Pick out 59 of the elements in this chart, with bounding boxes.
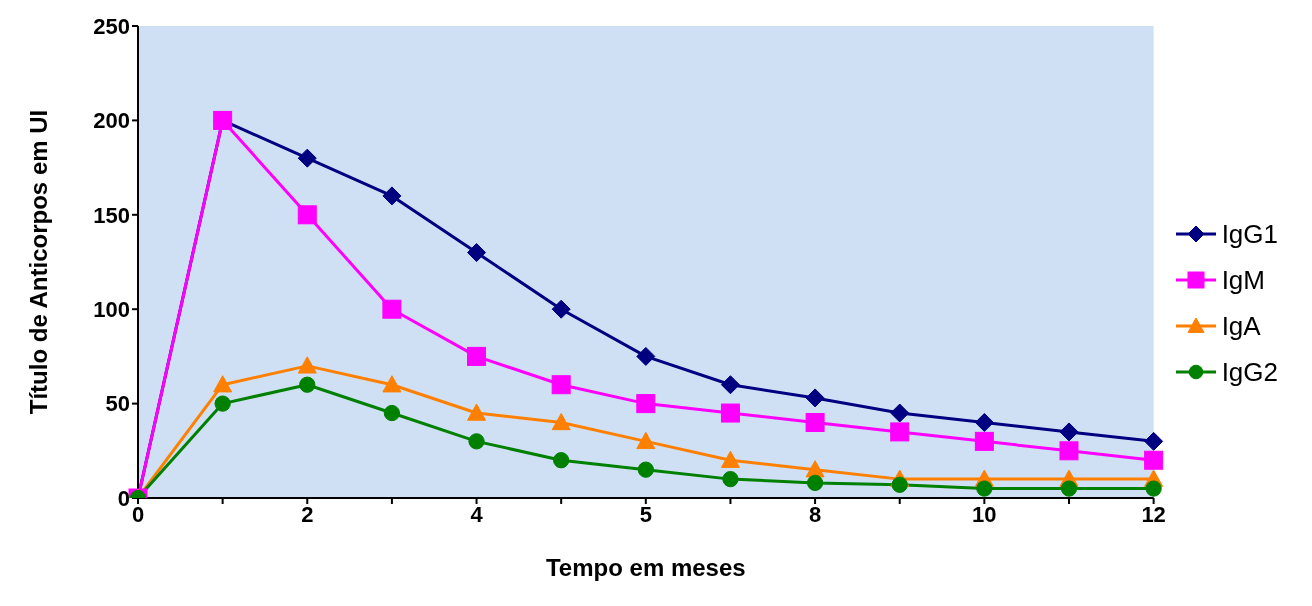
point — [720, 450, 740, 468]
point — [806, 474, 824, 492]
point — [299, 376, 316, 393]
x-tick-label: 10 — [972, 501, 997, 527]
legend-label: IgM — [1221, 264, 1265, 296]
point — [636, 394, 656, 414]
point — [382, 299, 402, 319]
point — [553, 452, 570, 469]
point — [551, 375, 571, 395]
point — [890, 403, 910, 423]
point — [1144, 450, 1164, 470]
x-tick-label: 12 — [1141, 501, 1166, 527]
point — [720, 403, 740, 423]
y-tick-label: 250 — [93, 13, 130, 39]
y-tick-label: 0 — [117, 485, 130, 511]
point — [636, 431, 656, 450]
point — [551, 412, 571, 431]
y-tick-label: 50 — [105, 391, 130, 417]
point — [890, 422, 910, 442]
point — [722, 470, 739, 488]
point — [805, 412, 825, 432]
point — [637, 461, 654, 478]
point — [1060, 480, 1078, 497]
point — [297, 356, 317, 374]
point — [974, 412, 994, 432]
point — [467, 403, 487, 421]
point — [551, 299, 571, 319]
point — [214, 395, 231, 412]
y-tick-label: 200 — [93, 108, 130, 134]
x-tick-label: 2 — [301, 501, 314, 527]
legend-label: IgG2 — [1221, 356, 1278, 388]
point — [468, 433, 485, 450]
point — [467, 346, 487, 366]
x-tick-label: 5 — [639, 501, 652, 527]
point — [383, 404, 401, 422]
point — [297, 205, 317, 225]
point — [720, 375, 740, 395]
y-axis-title: Título de Anticorpos em UI — [24, 109, 52, 415]
point — [891, 476, 908, 493]
y-tick-label: 150 — [93, 202, 130, 228]
point — [1059, 422, 1079, 442]
x-tick-label: 4 — [470, 501, 484, 527]
point — [805, 388, 825, 408]
x-tick-label: 8 — [808, 501, 822, 527]
point — [467, 243, 487, 263]
point — [1059, 441, 1079, 461]
point — [382, 375, 402, 393]
point — [1145, 480, 1162, 497]
legend-label: IgG1 — [1221, 218, 1278, 250]
point — [636, 346, 656, 366]
legend-label: IgA — [1221, 310, 1261, 342]
point — [213, 375, 233, 393]
point — [976, 480, 993, 497]
x-axis-title: Tempo em meses — [545, 554, 746, 581]
y-tick-label: 100 — [93, 297, 130, 323]
point — [1144, 431, 1164, 451]
point — [297, 148, 317, 168]
point — [974, 431, 994, 451]
point — [382, 186, 402, 206]
